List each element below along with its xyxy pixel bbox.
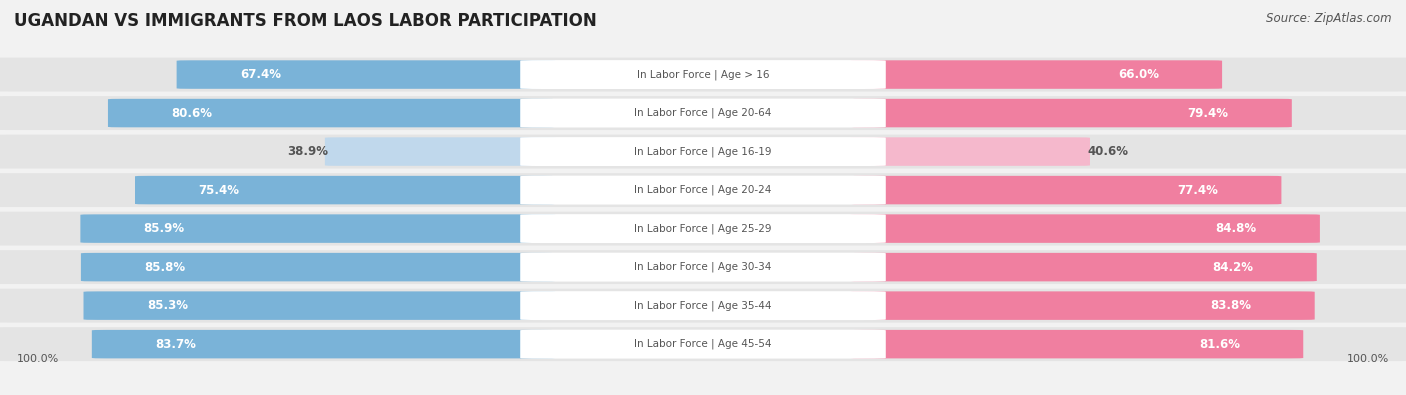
Text: 81.6%: 81.6% [1199,338,1240,351]
Text: In Labor Force | Age > 16: In Labor Force | Age > 16 [637,69,769,80]
Text: 67.4%: 67.4% [240,68,281,81]
FancyBboxPatch shape [0,135,1406,169]
FancyBboxPatch shape [851,253,1317,281]
Text: 100.0%: 100.0% [17,354,59,365]
Text: 84.8%: 84.8% [1216,222,1257,235]
Text: 83.7%: 83.7% [155,338,195,351]
FancyBboxPatch shape [520,176,886,205]
FancyBboxPatch shape [177,60,555,89]
FancyBboxPatch shape [520,214,886,243]
FancyBboxPatch shape [0,327,1406,361]
FancyBboxPatch shape [91,330,555,358]
FancyBboxPatch shape [520,253,886,282]
FancyBboxPatch shape [851,60,1222,89]
FancyBboxPatch shape [0,173,1406,207]
FancyBboxPatch shape [135,176,555,204]
Text: UGANDAN VS IMMIGRANTS FROM LAOS LABOR PARTICIPATION: UGANDAN VS IMMIGRANTS FROM LAOS LABOR PA… [14,12,596,30]
Text: 79.4%: 79.4% [1188,107,1229,120]
FancyBboxPatch shape [851,292,1315,320]
Text: In Labor Force | Age 25-29: In Labor Force | Age 25-29 [634,223,772,234]
Text: 83.8%: 83.8% [1211,299,1251,312]
FancyBboxPatch shape [0,289,1406,323]
FancyBboxPatch shape [0,250,1406,284]
Text: In Labor Force | Age 16-19: In Labor Force | Age 16-19 [634,146,772,157]
FancyBboxPatch shape [520,60,886,89]
Text: 40.6%: 40.6% [1087,145,1128,158]
FancyBboxPatch shape [851,176,1281,204]
FancyBboxPatch shape [520,291,886,320]
Text: 85.8%: 85.8% [145,261,186,274]
FancyBboxPatch shape [82,253,555,281]
Text: 84.2%: 84.2% [1212,261,1254,274]
Text: Source: ZipAtlas.com: Source: ZipAtlas.com [1267,12,1392,25]
Text: In Labor Force | Age 35-44: In Labor Force | Age 35-44 [634,300,772,311]
Text: 75.4%: 75.4% [198,184,239,197]
FancyBboxPatch shape [0,96,1406,130]
FancyBboxPatch shape [83,292,555,320]
FancyBboxPatch shape [520,330,886,359]
FancyBboxPatch shape [325,137,555,166]
Text: 66.0%: 66.0% [1118,68,1159,81]
FancyBboxPatch shape [851,214,1320,243]
Text: 38.9%: 38.9% [287,145,328,158]
Text: In Labor Force | Age 45-54: In Labor Force | Age 45-54 [634,339,772,350]
Text: 80.6%: 80.6% [172,107,212,120]
FancyBboxPatch shape [851,330,1303,358]
Text: In Labor Force | Age 20-24: In Labor Force | Age 20-24 [634,185,772,196]
FancyBboxPatch shape [851,99,1292,127]
Text: 85.9%: 85.9% [143,222,184,235]
FancyBboxPatch shape [520,137,886,166]
Text: 85.3%: 85.3% [146,299,188,312]
FancyBboxPatch shape [108,99,555,127]
FancyBboxPatch shape [0,58,1406,92]
Text: In Labor Force | Age 30-34: In Labor Force | Age 30-34 [634,262,772,273]
FancyBboxPatch shape [851,137,1090,166]
Text: 100.0%: 100.0% [1347,354,1389,365]
FancyBboxPatch shape [520,99,886,128]
FancyBboxPatch shape [80,214,555,243]
Text: In Labor Force | Age 20-64: In Labor Force | Age 20-64 [634,108,772,118]
Text: 77.4%: 77.4% [1177,184,1218,197]
FancyBboxPatch shape [0,212,1406,246]
